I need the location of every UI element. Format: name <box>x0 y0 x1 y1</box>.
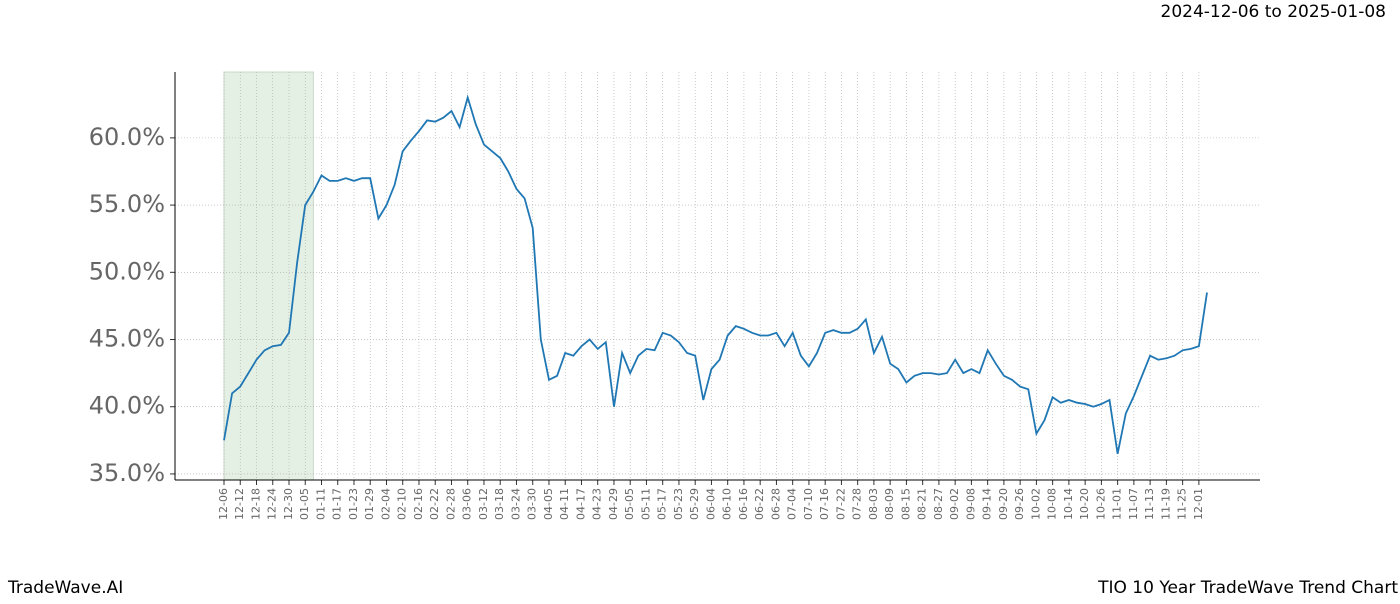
x-tick-label: 10-14 <box>1062 488 1075 520</box>
x-tick-label: 07-28 <box>851 488 864 520</box>
x-tick-label: 03-18 <box>493 488 506 520</box>
brand: TradeWave.AI <box>7 578 123 598</box>
y-tick-label: 60.0% <box>89 123 165 151</box>
x-tick-label: 11-13 <box>1143 488 1156 520</box>
x-tick-label: 08-09 <box>883 488 896 520</box>
x-tick-label: 06-28 <box>769 488 782 520</box>
x-tick-label: 11-19 <box>1159 488 1172 520</box>
x-tick-label: 08-21 <box>916 488 929 520</box>
x-tick-label: 01-29 <box>363 488 376 520</box>
x-tick-label: 12-12 <box>233 488 246 520</box>
x-tick-label: 08-27 <box>932 488 945 520</box>
x-tick-label: 04-29 <box>607 488 620 520</box>
x-tick-label: 06-22 <box>753 488 766 520</box>
x-tick-label: 04-05 <box>542 488 555 520</box>
x-tick-label: 12-18 <box>249 488 262 520</box>
x-tick-label: 11-07 <box>1127 488 1140 520</box>
x-tick-label: 09-02 <box>948 488 961 520</box>
x-tick-label: 01-11 <box>314 488 327 520</box>
x-tick-label: 02-22 <box>428 488 441 520</box>
x-tick-label: 05-29 <box>688 488 701 520</box>
x-tick-label: 04-11 <box>558 488 571 520</box>
x-tick-label: 01-05 <box>298 488 311 520</box>
x-tick-label: 09-14 <box>981 488 994 520</box>
x-tick-label: 07-04 <box>786 488 799 520</box>
x-tick-label: 11-25 <box>1176 488 1189 520</box>
y-tick-label: 55.0% <box>89 190 165 218</box>
trend-line <box>223 94 1208 454</box>
x-tick-label: 06-04 <box>704 488 717 520</box>
x-tick-label: 01-17 <box>331 488 344 520</box>
x-tick-label: 06-10 <box>721 488 734 520</box>
x-tick-label: 10-26 <box>1094 488 1107 520</box>
y-tick-label: 40.0% <box>89 392 165 420</box>
y-tick-label: 35.0% <box>89 459 165 487</box>
x-tick-label: 09-26 <box>1013 488 1026 520</box>
x-tick-label: 08-15 <box>899 488 912 520</box>
x-tick-label: 05-17 <box>656 488 669 520</box>
x-tick-label: 03-06 <box>461 488 474 520</box>
x-tick-label: 05-23 <box>672 488 685 520</box>
x-tick-label: 05-05 <box>623 488 636 520</box>
x-tick-label: 12-30 <box>282 488 295 520</box>
date-range: 2024-12-06 to 2025-01-08 <box>1161 2 1386 22</box>
x-tick-label: 09-08 <box>964 488 977 520</box>
x-tick-label: 02-28 <box>444 488 457 520</box>
x-tick-label: 10-08 <box>1046 488 1059 520</box>
x-tick-label: 10-20 <box>1078 488 1091 520</box>
x-tick-label: 03-24 <box>509 488 522 520</box>
x-tick-label: 04-23 <box>591 488 604 520</box>
y-tick-label: 50.0% <box>89 257 165 285</box>
x-tick-label: 01-23 <box>347 488 360 520</box>
highlight-region <box>223 71 314 481</box>
y-tick-label: 45.0% <box>89 325 165 353</box>
x-tick-label: 12-01 <box>1192 488 1205 520</box>
x-tick-label: 02-16 <box>412 488 425 520</box>
x-tick-label: 07-16 <box>818 488 831 520</box>
x-tick-label: 05-11 <box>639 488 652 520</box>
x-tick-label: 02-10 <box>396 488 409 520</box>
x-tick-label: 03-30 <box>526 488 539 520</box>
x-tick-label: 02-04 <box>379 488 392 520</box>
chart-name: TIO 10 Year TradeWave Trend Chart <box>1097 578 1398 598</box>
x-tick-label: 10-02 <box>1029 488 1042 520</box>
x-tick-label: 03-12 <box>477 488 490 520</box>
x-tick-label: 12-24 <box>266 488 279 520</box>
x-tick-label: 09-20 <box>997 488 1010 520</box>
x-tick-label: 06-16 <box>737 488 750 520</box>
x-tick-label: 08-03 <box>867 488 880 520</box>
x-tick-label: 12-06 <box>217 488 230 520</box>
x-tick-label: 04-17 <box>574 488 587 520</box>
x-tick-label: 07-10 <box>802 488 815 520</box>
x-tick-label: 11-01 <box>1111 488 1124 520</box>
x-tick-label: 07-22 <box>834 488 847 520</box>
